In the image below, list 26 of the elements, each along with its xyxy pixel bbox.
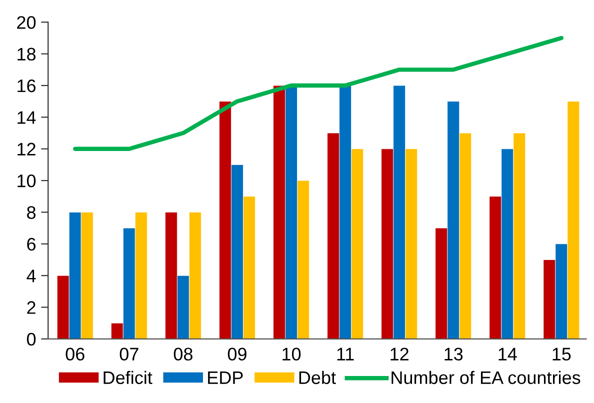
legend-label: Debt — [299, 370, 336, 384]
x-tick-label: 10 — [282, 348, 301, 361]
x-tick-label: 12 — [390, 348, 408, 360]
line-series — [73, 36, 564, 151]
y-tick-label: 14 — [18, 111, 36, 124]
legend-label: EDP — [208, 371, 243, 384]
x-tick-label: 06 — [66, 348, 84, 361]
y-tick-label: 6 — [27, 238, 36, 251]
y-tick-label: 18 — [18, 48, 36, 61]
y-tick-label: 16 — [18, 79, 36, 92]
legend-label: Number of EA countries — [392, 370, 580, 384]
x-tick-label: 08 — [174, 348, 192, 361]
x-tick-label: 15 — [552, 348, 571, 361]
x-tick-label: 07 — [120, 348, 138, 361]
y-tick-label: 4 — [26, 270, 36, 282]
x-tick-label: 13 — [444, 348, 463, 361]
y-tick-label: 20 — [17, 16, 36, 29]
y-tick-label: 10 — [18, 174, 36, 188]
x-tick-label: 14 — [498, 348, 517, 360]
x-tick-label: 11 — [337, 348, 354, 360]
y-tick-label: 12 — [18, 142, 36, 156]
legend-label: Deficit — [104, 370, 152, 384]
y-tick-label: 0 — [26, 332, 36, 346]
y-tick-label: 2 — [27, 301, 36, 314]
y-tick-label: 8 — [27, 206, 36, 219]
x-tick-label: 09 — [228, 348, 246, 361]
